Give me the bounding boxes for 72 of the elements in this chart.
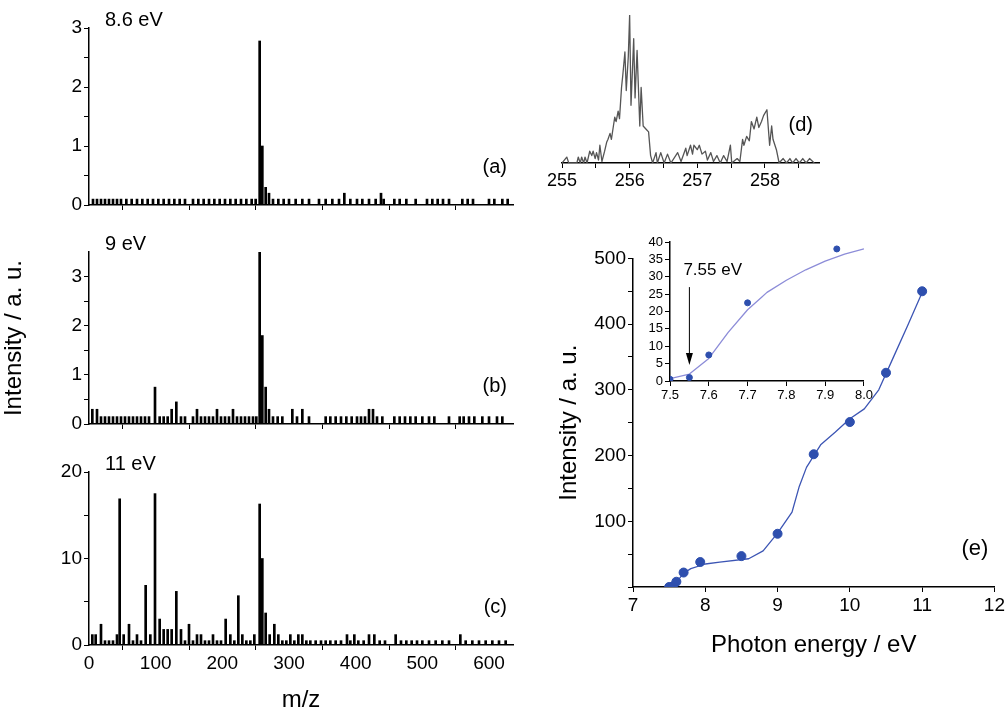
annotation: 9 eV	[105, 231, 147, 254]
annotation: 7.55 eV	[683, 260, 743, 280]
y-tick-label: 40	[648, 233, 663, 249]
x-tick-label: 7	[627, 593, 639, 615]
x-tick-label: 600	[473, 651, 505, 673]
y-tick-label: 0	[71, 412, 82, 434]
point	[736, 551, 747, 562]
x-axis-title: Photon energy / eV	[710, 630, 917, 658]
annotation: 8.6 eV	[105, 7, 164, 30]
x-tick-label: 11	[912, 593, 933, 615]
point	[808, 449, 819, 460]
y-tick-label: 1	[71, 134, 82, 156]
point	[844, 417, 855, 428]
x-tick-label: 7.6	[699, 387, 718, 403]
annotation: (d)	[788, 112, 813, 135]
y-tick-label: 5	[655, 355, 663, 371]
y-tick-label: 3	[71, 264, 82, 286]
point	[772, 528, 783, 539]
y-tick-label: 10	[648, 337, 663, 353]
y-axis-title: Intensity / a. u.	[554, 344, 582, 501]
y-tick-label: 400	[594, 312, 626, 334]
y-tick-label: 0	[71, 633, 82, 655]
point	[671, 576, 682, 587]
y-tick-label: 500	[594, 246, 626, 268]
annotation: 11 eV	[105, 451, 157, 474]
point	[881, 367, 891, 378]
y-tick-label: 200	[594, 443, 626, 465]
x-tick-label: 12	[983, 593, 1005, 615]
y-axis-title: Intensity / a. u.	[0, 259, 27, 417]
x-tick-label: 7.5	[660, 387, 680, 403]
y-tick-label: 2	[71, 75, 82, 97]
y-tick-label: 100	[594, 509, 626, 531]
annotation: (e)	[961, 535, 989, 561]
y-tick-label: 0	[655, 372, 663, 388]
y-tick-label: 25	[648, 285, 663, 301]
x-tick-label: 255	[546, 169, 578, 190]
x-tick-label: 200	[206, 651, 239, 673]
x-tick-label: 258	[749, 169, 780, 190]
annotation: (c)	[483, 594, 507, 617]
x-tick-label: 257	[682, 169, 713, 190]
x-tick-label: 10	[839, 593, 861, 615]
point	[685, 374, 693, 381]
y-tick-label: 30	[648, 268, 663, 284]
x-axis-title: m/z	[281, 685, 321, 713]
y-tick-label: 15	[648, 320, 663, 336]
point	[705, 351, 713, 359]
annotation: (b)	[482, 373, 507, 396]
x-tick-label: 8	[700, 593, 711, 615]
point	[695, 557, 706, 568]
y-tick-label: 2	[71, 313, 82, 335]
x-tick-label: 7.7	[738, 387, 757, 403]
x-tick-label: 8.0	[854, 387, 873, 403]
y-tick-label: 35	[648, 250, 663, 266]
y-tick-label: 10	[60, 546, 82, 568]
x-tick-label: 256	[614, 169, 645, 190]
x-tick-label: 7.8	[777, 387, 796, 403]
point	[678, 567, 689, 578]
annotation: (a)	[482, 154, 507, 177]
x-tick-label: 300	[273, 651, 305, 673]
y-tick-label: 3	[71, 16, 82, 38]
point	[917, 286, 928, 297]
x-tick-label: 400	[339, 651, 372, 673]
y-tick-label: 20	[60, 460, 82, 482]
x-tick-label: 7.9	[816, 387, 835, 403]
point	[744, 299, 752, 307]
point	[833, 245, 841, 253]
x-tick-label: 100	[139, 651, 172, 673]
y-tick-label: 20	[648, 303, 663, 319]
y-tick-label: 0	[71, 193, 82, 215]
x-tick-label: 9	[772, 593, 783, 615]
x-tick-label: 500	[406, 651, 439, 673]
y-tick-label: 1	[71, 363, 82, 385]
